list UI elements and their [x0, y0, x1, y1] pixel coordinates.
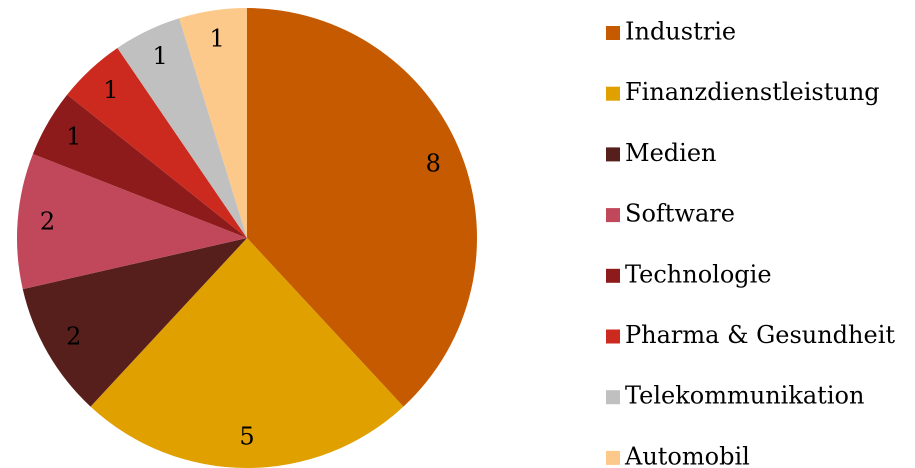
pie-slice — [32, 94, 248, 238]
pie-slice — [247, 8, 477, 407]
data-label: 1 — [153, 42, 168, 70]
legend-swatch — [606, 86, 620, 101]
legend-label: Automobil — [624, 442, 750, 468]
data-label: 1 — [103, 76, 118, 104]
legend-label: Medien — [625, 139, 716, 167]
legend-swatch — [606, 329, 620, 344]
pie-slice — [90, 238, 404, 468]
data-label: 5 — [239, 423, 254, 451]
legend-label: Industrie — [625, 18, 736, 46]
legend-swatch — [606, 268, 620, 283]
data-label: 2 — [66, 323, 81, 351]
legend-label: Pharma & Gesundheit — [625, 321, 895, 349]
legend-swatch — [606, 147, 620, 162]
pie-slice — [67, 47, 247, 238]
pie-slice — [179, 8, 247, 238]
legend-label: Technologie — [625, 260, 772, 288]
data-label: 2 — [40, 208, 55, 236]
legend-label: Telekommunikation — [625, 382, 864, 410]
data-label: 1 — [66, 122, 81, 150]
legend-label: Finanzdienstleistung — [625, 78, 880, 106]
legend-swatch — [606, 450, 620, 465]
legend-swatch — [606, 26, 620, 40]
data-label: 1 — [210, 25, 225, 53]
pie-slice — [117, 18, 247, 238]
legend-label: Software — [625, 200, 735, 228]
pie-slice — [22, 238, 247, 407]
pie-slice — [17, 153, 248, 290]
legend-swatch — [606, 390, 620, 405]
data-label: 8 — [426, 149, 441, 177]
legend-swatch — [606, 208, 620, 223]
